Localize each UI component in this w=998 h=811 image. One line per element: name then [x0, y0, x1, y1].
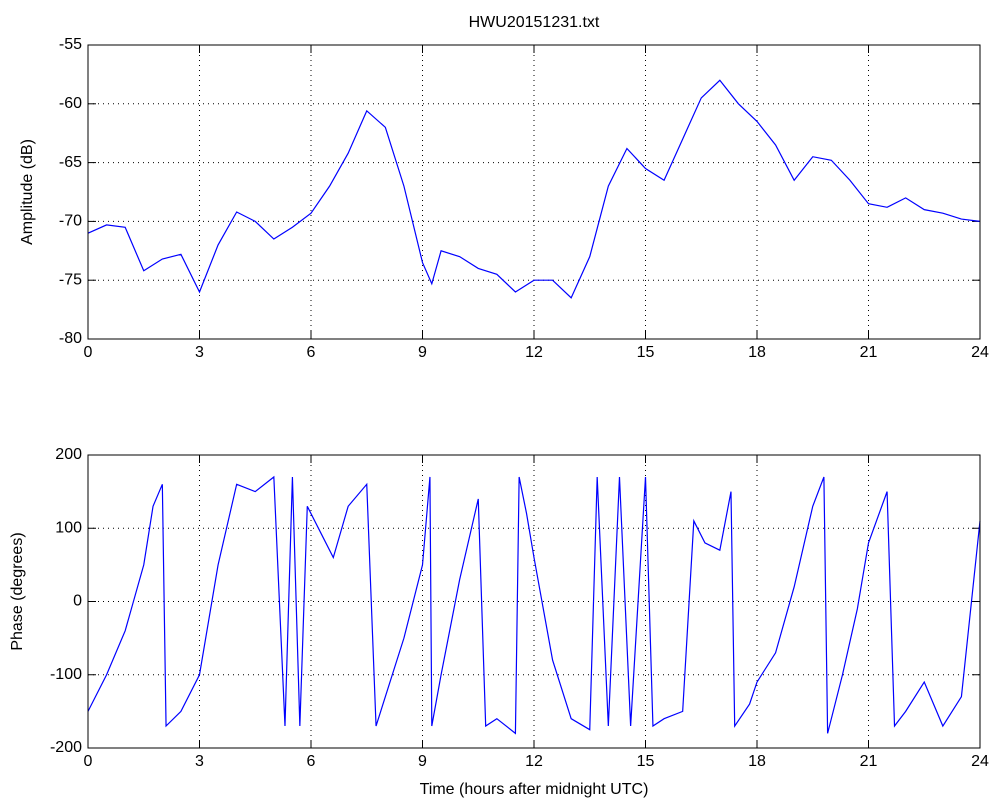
- y-tick-label: 100: [55, 519, 82, 536]
- x-tick-label: 18: [748, 344, 766, 361]
- y-tick-label: -200: [50, 739, 82, 756]
- y-tick-label: -55: [59, 36, 82, 53]
- x-tick-label: 0: [84, 344, 93, 361]
- x-tick-label: 18: [748, 753, 766, 770]
- chart-title: HWU20151231.txt: [469, 14, 600, 31]
- data-line: [87, 79, 981, 299]
- x-tick-label: 24: [971, 753, 989, 770]
- axes-box: [87, 44, 981, 340]
- y-tick-label: -60: [59, 95, 82, 112]
- y-tick-label: -80: [59, 330, 82, 347]
- x-tick-label: 6: [307, 344, 316, 361]
- y-tick-label: -75: [59, 271, 82, 288]
- x-tick-label: 3: [195, 753, 204, 770]
- x-tick-label: 3: [195, 344, 204, 361]
- y-tick-label: -65: [59, 154, 82, 171]
- x-tick-label: 24: [971, 344, 989, 361]
- x-tick-label: 0: [84, 753, 93, 770]
- x-tick-label: 12: [525, 344, 543, 361]
- x-tick-label: 6: [307, 753, 316, 770]
- data-line: [87, 475, 981, 735]
- axes-box: [87, 454, 981, 749]
- y-tick-label: -100: [50, 666, 82, 683]
- x-tick-label: 15: [637, 753, 655, 770]
- y-axis-label: Phase (degrees): [9, 532, 26, 650]
- x-tick-label: 15: [637, 344, 655, 361]
- x-axis-label: Time (hours after midnight UTC): [420, 781, 649, 798]
- x-tick-label: 12: [525, 753, 543, 770]
- x-tick-label: 9: [418, 344, 427, 361]
- x-tick-label: 21: [860, 753, 878, 770]
- x-tick-label: 9: [418, 753, 427, 770]
- y-tick-label: -70: [59, 213, 82, 230]
- y-tick-label: 200: [55, 446, 82, 463]
- y-axis-label: Amplitude (dB): [19, 139, 36, 245]
- y-tick-label: 0: [73, 593, 82, 610]
- x-tick-label: 21: [860, 344, 878, 361]
